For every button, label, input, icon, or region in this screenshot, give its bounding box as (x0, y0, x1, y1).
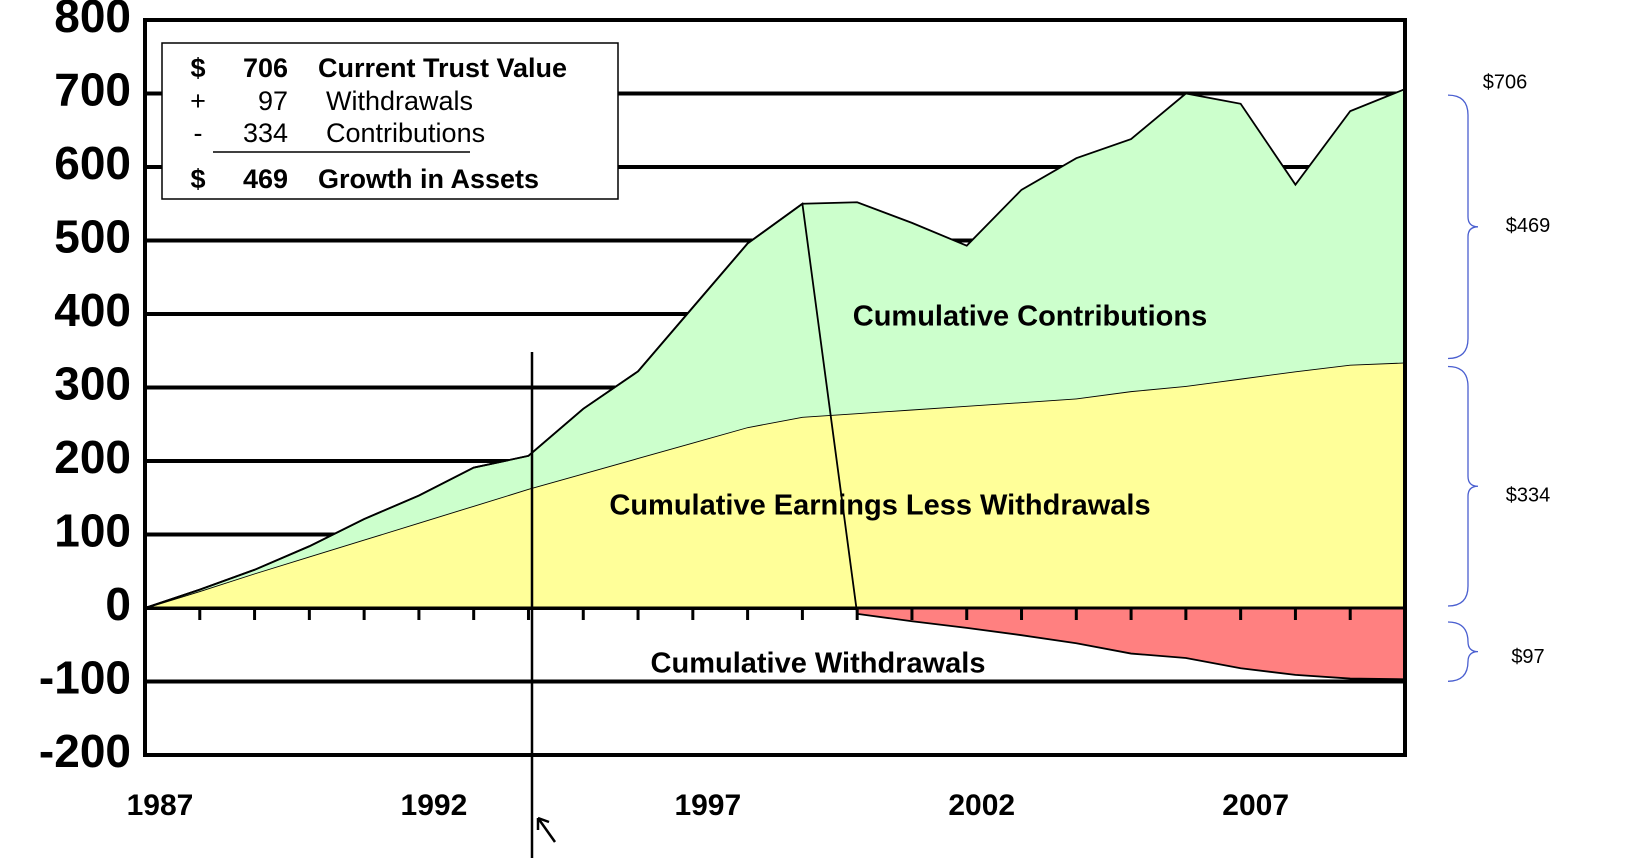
area (145, 203, 1405, 680)
summary-value: 469 (243, 164, 288, 194)
x-tick-label: 1992 (401, 789, 468, 822)
area-label: Cumulative Contributions (853, 301, 1207, 333)
y-tick-label: 200 (54, 431, 131, 483)
annotation: $97 (1511, 646, 1544, 668)
plot-frame (143, 18, 1407, 757)
x-tick-label: 1987 (127, 789, 194, 822)
y-tick-label: 300 (54, 358, 131, 410)
annotation: $706 (1483, 71, 1528, 93)
y-tick-label: -100 (39, 652, 131, 704)
area (145, 362, 1405, 608)
y-tick-label: 600 (54, 137, 131, 189)
y-tick-label: 400 (54, 284, 131, 336)
x-tick-label: 2002 (948, 789, 1015, 822)
summary-value: 706 (243, 53, 288, 83)
area-edge (144, 202, 1406, 681)
annotation: $469 (1506, 215, 1551, 237)
summary-sign: $ (190, 53, 205, 83)
y-tick-label: 100 (54, 505, 131, 557)
brace (1447, 621, 1479, 682)
y-tick-label: 800 (54, 0, 131, 42)
area-label: Cumulative Withdrawals (651, 648, 986, 680)
y-tick-label: 500 (54, 211, 131, 263)
summary-sign: $ (190, 164, 205, 194)
summary-value: 97 (258, 86, 288, 116)
y-tick-label: -200 (39, 725, 131, 777)
area-label: Cumulative Earnings Less Withdrawals (609, 490, 1150, 522)
summary-value: 334 (243, 118, 288, 148)
summary-label: Contributions (326, 118, 485, 148)
annotation: $334 (1506, 485, 1551, 507)
y-tick-label: 0 (105, 578, 131, 630)
summary-label: Withdrawals (326, 86, 473, 116)
summary-sign: - (194, 118, 203, 148)
summary-box (161, 42, 619, 200)
brace (1447, 94, 1479, 360)
x-tick-label: 2007 (1222, 789, 1289, 822)
summary-label: Growth in Assets (318, 164, 539, 194)
x-tick-label: 1997 (674, 789, 741, 822)
summary-label: Current Trust Value (318, 53, 567, 83)
marker-arrow (536, 816, 557, 843)
area (145, 89, 1405, 609)
y-tick-label: 700 (54, 64, 131, 116)
brace (1447, 365, 1479, 607)
summary-sign: + (190, 86, 206, 116)
